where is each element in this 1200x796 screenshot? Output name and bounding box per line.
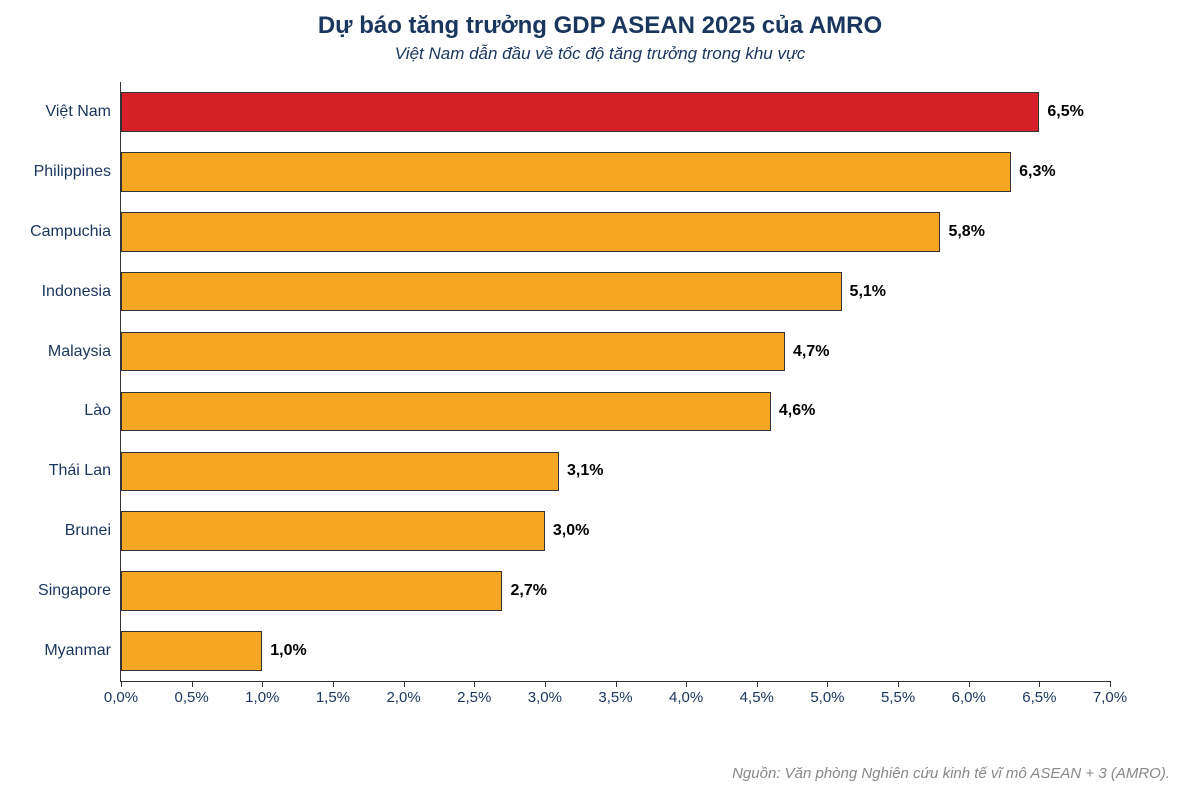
- x-axis-tick: [686, 681, 687, 687]
- bar: [121, 511, 545, 551]
- x-axis-tick: [827, 681, 828, 687]
- bar: [121, 392, 771, 432]
- chart-title: Dự báo tăng trưởng GDP ASEAN 2025 của AM…: [30, 12, 1170, 40]
- x-axis-tick-label: 5,0%: [810, 689, 844, 706]
- bar-row: Campuchia5,8%: [121, 212, 1110, 252]
- x-axis-tick-label: 2,5%: [457, 689, 491, 706]
- bar-value-label: 5,8%: [948, 223, 984, 241]
- bar-value-label: 1,0%: [270, 642, 306, 660]
- x-axis-tick-label: 4,5%: [740, 689, 774, 706]
- x-axis-tick: [262, 681, 263, 687]
- bar-value-label: 6,5%: [1047, 103, 1083, 121]
- bar-value-label: 3,0%: [553, 522, 589, 540]
- bar: [121, 152, 1011, 192]
- x-axis-tick: [474, 681, 475, 687]
- bar-value-label: 3,1%: [567, 462, 603, 480]
- bar-value-label: 5,1%: [850, 283, 886, 301]
- category-label: Thái Lan: [49, 462, 121, 480]
- x-axis-tick-label: 2,0%: [386, 689, 420, 706]
- bar-row: Lào4,6%: [121, 392, 1110, 432]
- x-axis-tick-label: 0,5%: [175, 689, 209, 706]
- bar-row: Philippines6,3%: [121, 152, 1110, 192]
- x-axis-tick: [404, 681, 405, 687]
- x-axis-tick: [192, 681, 193, 687]
- x-axis-tick-label: 7,0%: [1093, 689, 1127, 706]
- x-axis-tick-label: 0,0%: [104, 689, 138, 706]
- bar-row: Singapore2,7%: [121, 571, 1110, 611]
- bar: [121, 631, 262, 671]
- category-label: Myanmar: [44, 642, 121, 660]
- chart-area: Việt Nam6,5% Philippines6,3% Campuchia5,8%…: [120, 82, 1170, 722]
- bar-row: Indonesia5,1%: [121, 272, 1110, 312]
- x-axis-tick: [969, 681, 970, 687]
- chart-source: Nguồn: Văn phòng Nghiên cứu kinh tế vĩ m…: [732, 765, 1170, 782]
- bar: [121, 571, 502, 611]
- x-axis-tick-label: 6,0%: [952, 689, 986, 706]
- x-axis-tick-label: 5,5%: [881, 689, 915, 706]
- category-label: Malaysia: [48, 343, 121, 361]
- x-axis-tick-label: 3,5%: [598, 689, 632, 706]
- bar-value-label: 6,3%: [1019, 163, 1055, 181]
- bar-value-label: 2,7%: [510, 582, 546, 600]
- x-axis-tick-label: 1,0%: [245, 689, 279, 706]
- bar-row: Malaysia4,7%: [121, 332, 1110, 372]
- x-axis-tick-label: 4,0%: [669, 689, 703, 706]
- x-axis-tick: [545, 681, 546, 687]
- bar-row: Thái Lan3,1%: [121, 452, 1110, 492]
- category-label: Brunei: [65, 522, 121, 540]
- category-label: Philippines: [34, 163, 121, 181]
- bar-value-label: 4,6%: [779, 402, 815, 420]
- bar: [121, 212, 940, 252]
- bar: [121, 272, 842, 312]
- bar-row: Myanmar1,0%: [121, 631, 1110, 671]
- x-axis-tick: [333, 681, 334, 687]
- x-axis-tick: [898, 681, 899, 687]
- x-axis-tick: [1110, 681, 1111, 687]
- chart-subtitle: Việt Nam dẫn đầu về tốc độ tăng trưởng t…: [30, 44, 1170, 64]
- bar: [121, 332, 785, 372]
- bar: [121, 452, 559, 492]
- bar: [121, 92, 1039, 132]
- x-axis-tick-label: 6,5%: [1022, 689, 1056, 706]
- x-axis-tick: [757, 681, 758, 687]
- x-axis-tick: [1039, 681, 1040, 687]
- x-axis-tick-label: 1,5%: [316, 689, 350, 706]
- category-label: Campuchia: [30, 223, 121, 241]
- category-label: Singapore: [38, 582, 121, 600]
- category-label: Lào: [84, 402, 121, 420]
- category-label: Indonesia: [42, 283, 121, 301]
- x-axis-tick: [616, 681, 617, 687]
- plot-region: Việt Nam6,5% Philippines6,3% Campuchia5,8%…: [120, 82, 1110, 682]
- x-axis-tick-label: 3,0%: [528, 689, 562, 706]
- bar-value-label: 4,7%: [793, 343, 829, 361]
- x-axis-tick: [121, 681, 122, 687]
- bar-row: Brunei3,0%: [121, 511, 1110, 551]
- bar-row: Việt Nam6,5%: [121, 92, 1110, 132]
- category-label: Việt Nam: [45, 103, 121, 121]
